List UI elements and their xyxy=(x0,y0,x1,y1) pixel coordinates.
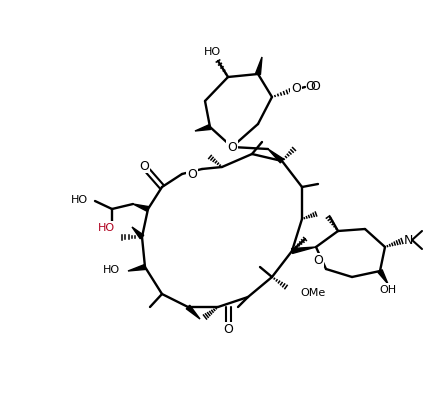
Polygon shape xyxy=(186,306,200,319)
Polygon shape xyxy=(378,270,388,284)
Text: O: O xyxy=(291,80,301,93)
Polygon shape xyxy=(292,247,316,254)
Text: O: O xyxy=(305,80,315,93)
Text: N: N xyxy=(404,234,413,247)
Text: HO: HO xyxy=(103,264,120,274)
Polygon shape xyxy=(255,58,262,75)
Text: O: O xyxy=(139,160,149,173)
Text: OH: OH xyxy=(379,284,396,294)
Text: HO: HO xyxy=(98,223,115,233)
Polygon shape xyxy=(133,205,149,212)
Text: O: O xyxy=(187,168,197,181)
Text: OMe: OMe xyxy=(300,287,325,297)
Text: O: O xyxy=(223,323,233,336)
Polygon shape xyxy=(195,125,211,132)
Text: O: O xyxy=(313,254,323,267)
Text: HO: HO xyxy=(203,47,221,57)
Polygon shape xyxy=(132,227,144,239)
Text: O: O xyxy=(227,141,237,154)
Polygon shape xyxy=(268,150,284,164)
Text: O: O xyxy=(291,81,301,94)
Text: HO: HO xyxy=(71,194,88,205)
Text: O: O xyxy=(310,79,320,92)
Polygon shape xyxy=(128,265,145,271)
